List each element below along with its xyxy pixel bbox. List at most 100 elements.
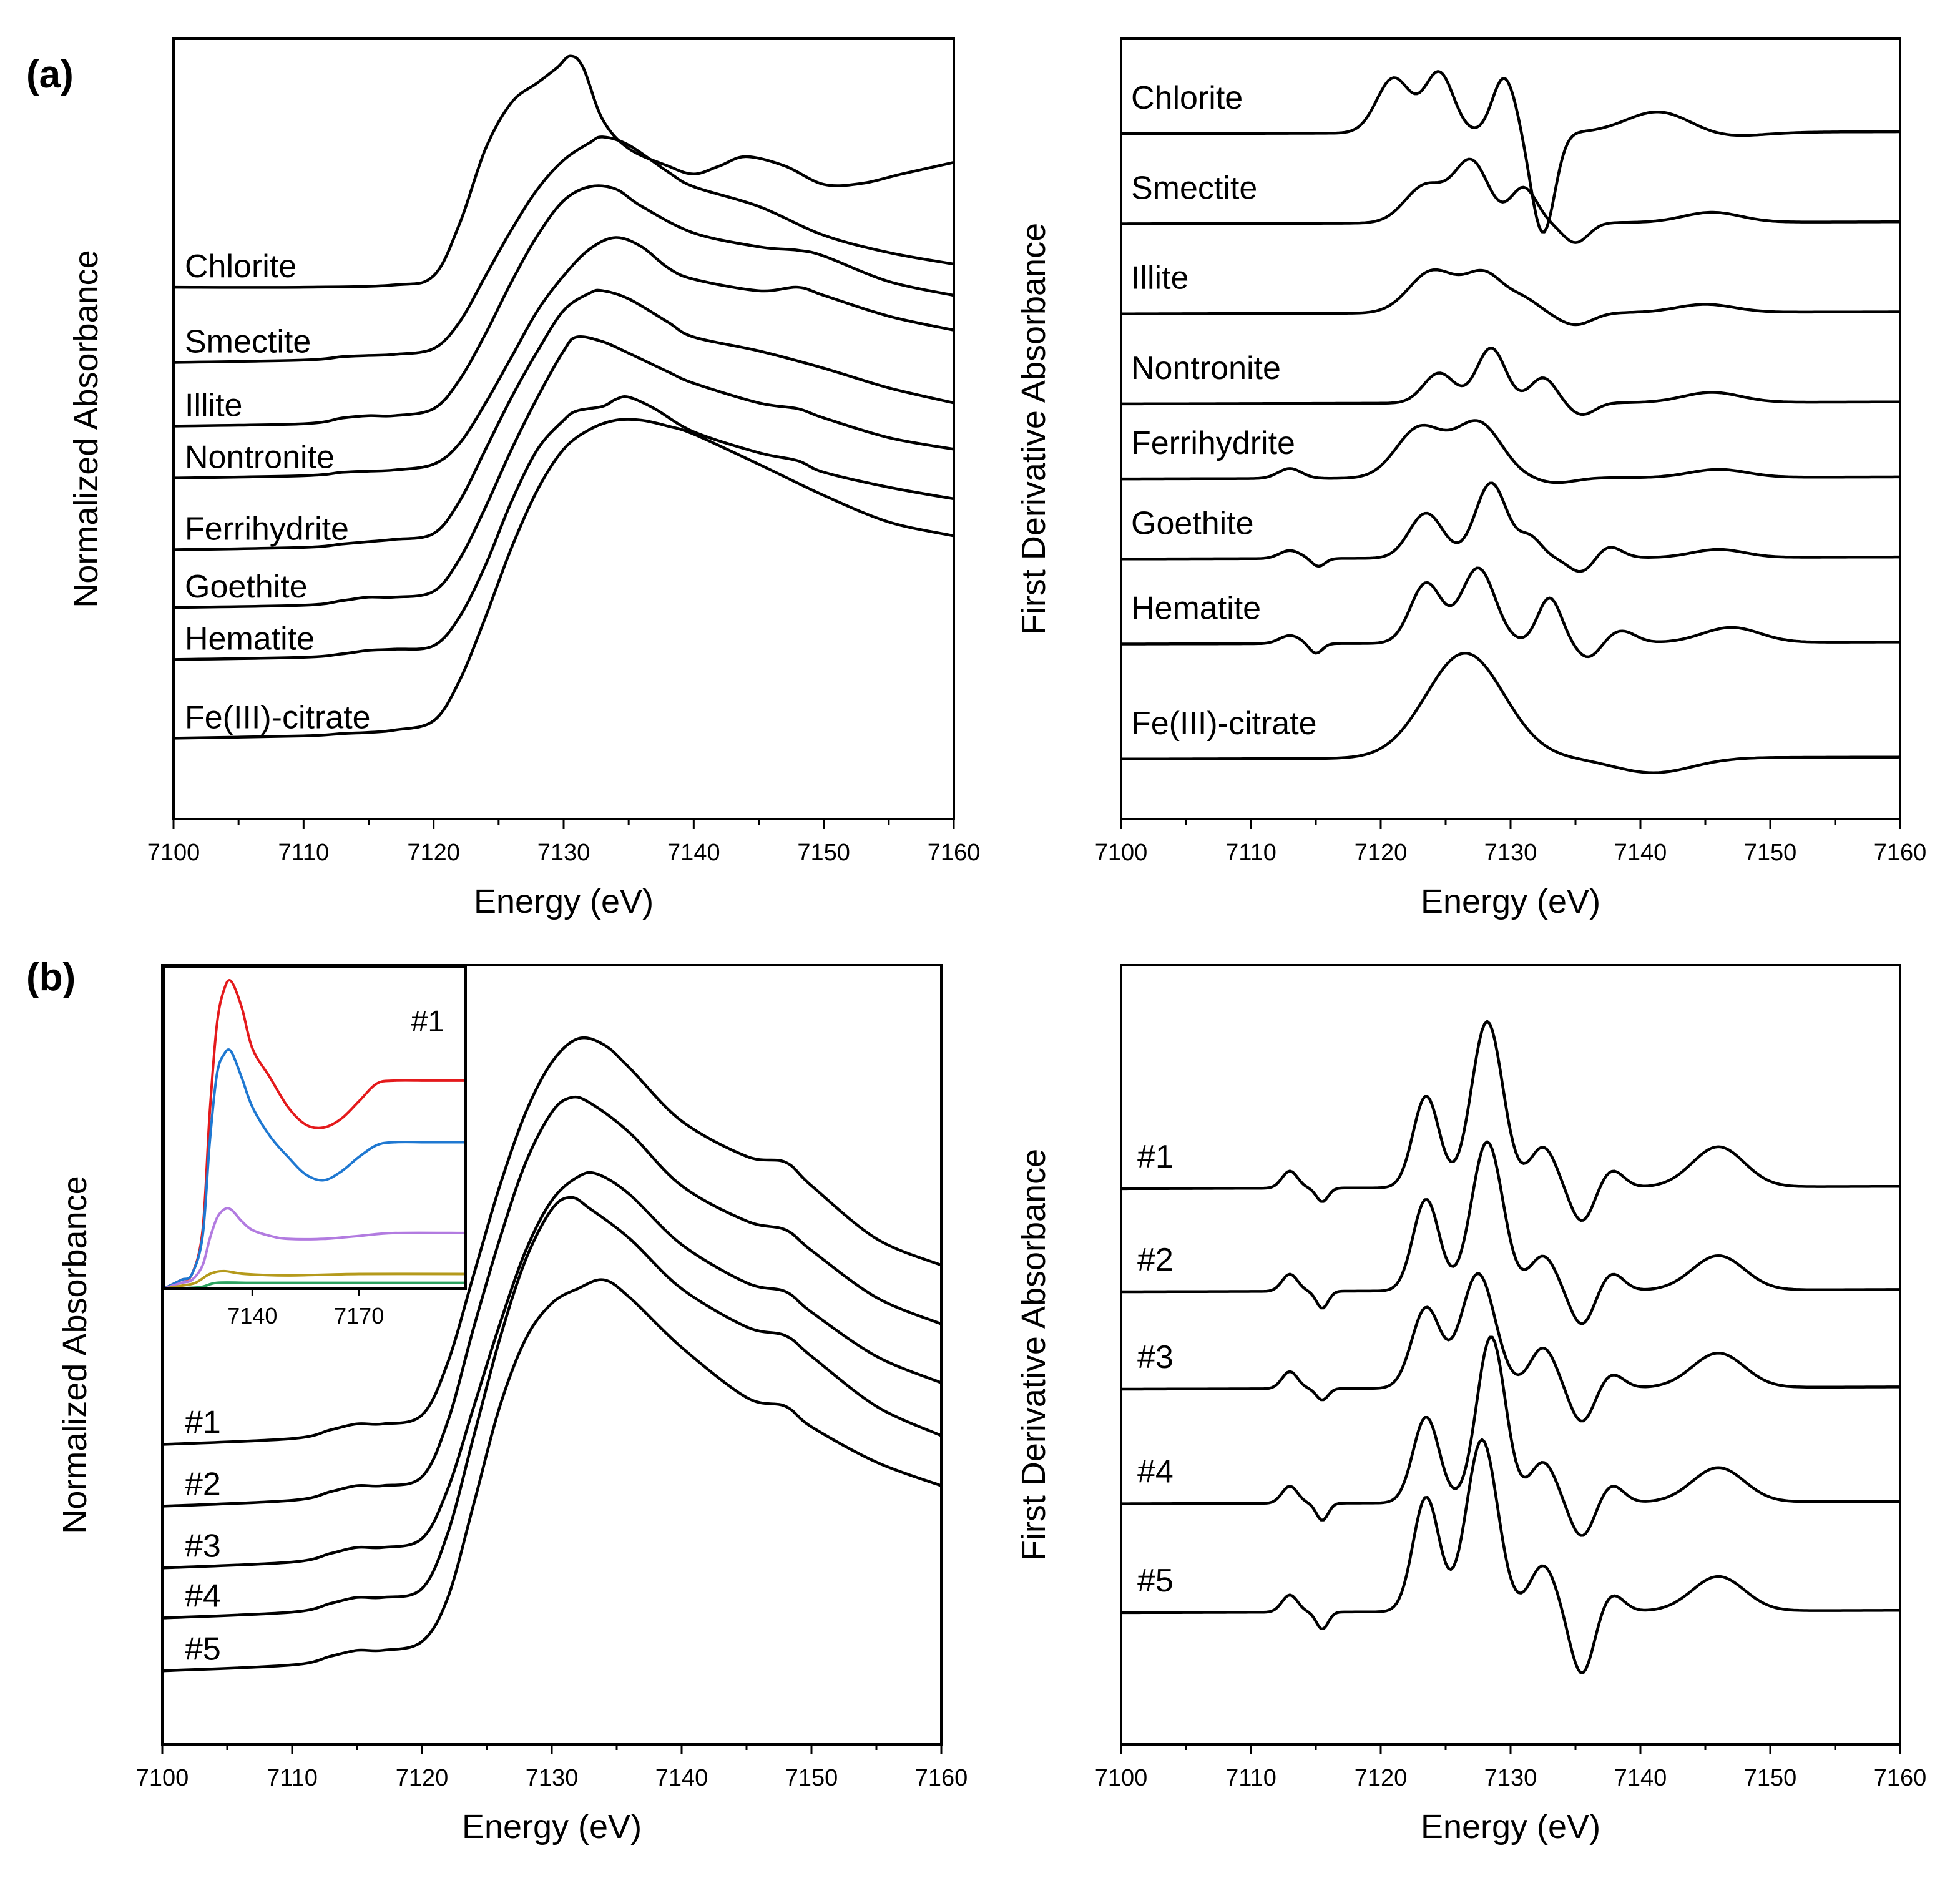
series-line-ferrihydrite	[175, 288, 953, 551]
x-tick-label: 7120	[1355, 840, 1408, 866]
inset-label: #1	[411, 1005, 444, 1038]
chart-a-derivative: 7100 7110 7120 7130 7140 7150 7160 Energy (eV) F…	[1015, 37, 1927, 920]
y-axis-label: First Derivative Absorbance	[1015, 1149, 1052, 1561]
x-tick-label: 7130	[526, 1765, 579, 1791]
chart-b-derivative: 7100 7110 7120 7130 7140 7150 7160 Energy (eV) F…	[1015, 964, 1927, 1846]
series-label: #4	[185, 1578, 221, 1614]
x-tick-label: 7130	[1484, 840, 1537, 866]
x-tick-label: 7130	[537, 840, 590, 866]
inset-tick-label: 7170	[334, 1303, 384, 1329]
series-label: Smectite	[1131, 170, 1257, 206]
x-axis-label: Energy (eV)	[462, 1808, 642, 1846]
x-tick-label: 7100	[1095, 840, 1148, 866]
series-label: Ferrihydrite	[185, 511, 349, 548]
series-line-smectite	[1122, 157, 1899, 244]
x-tick-label: 7150	[1744, 1765, 1797, 1791]
x-tick-label: 7110	[267, 1765, 318, 1791]
chart-a-xanes: 7100 7110 7120 7130 7140 7150 7160 Energy (eV) N…	[67, 37, 981, 920]
inset-chart: 7140 7170 #1	[162, 965, 467, 1329]
panel-b-tag: (b)	[26, 956, 76, 999]
x-tick-label: 7110	[278, 840, 329, 866]
x-tick-label: 7150	[797, 840, 850, 866]
series-line-goethite	[1122, 481, 1899, 573]
series-line--1	[164, 1036, 940, 1446]
x-tick-label: 7160	[1874, 1765, 1927, 1791]
y-axis-label: First Derivative Absorbance	[1015, 223, 1052, 635]
series-line--4	[1122, 1335, 1899, 1537]
series-label: Goethite	[1131, 505, 1254, 541]
x-tick-label: 7140	[1614, 1765, 1667, 1791]
series-label: #4	[1137, 1454, 1174, 1490]
x-tick-label: 7140	[655, 1765, 708, 1791]
series-line-ferrihydrite	[1122, 419, 1899, 484]
series-label: Nontronite	[185, 440, 335, 476]
series-label: Ferrihydrite	[1131, 425, 1295, 461]
series-line-fe-iii-citrate	[1122, 651, 1899, 774]
y-axis-label: Normalized Absorbance	[67, 250, 105, 607]
x-tick-label: 7140	[1614, 840, 1667, 866]
series-label: Hematite	[1131, 591, 1261, 627]
series-label: Fe(III)-citrate	[185, 699, 371, 735]
x-tick-label: 7150	[1744, 840, 1797, 866]
x-tick-label: 7160	[915, 1765, 968, 1791]
series-label: #1	[1137, 1139, 1174, 1175]
series-line-chlorite	[175, 54, 953, 289]
series-label: #3	[185, 1528, 221, 1564]
series-line--3	[1122, 1272, 1899, 1423]
inset-series-purple	[165, 1207, 464, 1287]
x-tick-label: 7110	[1225, 840, 1276, 866]
series-line-chlorite	[1122, 70, 1899, 234]
y-axis-label: Normalized Absorbance	[56, 1176, 94, 1533]
series-line--3	[164, 1171, 940, 1570]
series-label: Chlorite	[1131, 80, 1243, 116]
x-tick-label: 7100	[136, 1765, 189, 1791]
series-label: Hematite	[185, 621, 315, 657]
plot-frame	[1120, 964, 1901, 1746]
series-line-illite	[1122, 268, 1899, 327]
x-tick-label: 7120	[396, 1765, 449, 1791]
series-label: Chlorite	[185, 248, 296, 285]
series-label: Fe(III)-citrate	[1131, 706, 1317, 742]
x-tick-label: 7140	[667, 840, 720, 866]
series-line-fe-iii-citrate	[175, 418, 953, 740]
series-line--2	[164, 1095, 940, 1508]
series-line-hematite	[1122, 566, 1899, 659]
series-label: Nontronite	[1131, 350, 1281, 386]
x-axis-label: Energy (eV)	[1421, 883, 1600, 920]
series-label: Goethite	[185, 569, 308, 605]
series-line--5	[1122, 1438, 1899, 1674]
panel-a-tag: (a)	[26, 53, 74, 96]
series-label: #1	[185, 1405, 221, 1441]
series-label: #2	[185, 1467, 221, 1503]
series-line-hematite	[175, 395, 953, 661]
series-line-goethite	[175, 335, 953, 609]
series-label: #5	[185, 1631, 221, 1667]
series-line-nontronite	[175, 236, 953, 479]
series-line-smectite	[175, 135, 953, 364]
inset-series-green	[165, 1281, 464, 1287]
series-line-illite	[175, 184, 953, 428]
x-axis-label: Energy (eV)	[1421, 1808, 1600, 1846]
inset-series-blue	[165, 1048, 464, 1287]
series-line-nontronite	[1122, 347, 1899, 416]
x-tick-label: 7160	[928, 840, 981, 866]
x-tick-label: 7100	[1095, 1765, 1148, 1791]
chart-b-xanes: 7100 7110 7120 7130 7140 7150 7160 Energy (eV) N…	[56, 964, 968, 1846]
series-label: Illite	[1131, 260, 1188, 297]
x-tick-label: 7160	[1874, 840, 1927, 866]
series-label: #5	[1137, 1563, 1174, 1599]
series-label: Illite	[185, 387, 242, 423]
x-tick-label: 7120	[1355, 1765, 1408, 1791]
series-line--4	[164, 1196, 940, 1620]
series-label: #2	[1137, 1242, 1174, 1278]
series-label: Smectite	[185, 324, 311, 360]
x-tick-label: 7120	[407, 840, 460, 866]
series-line--5	[164, 1278, 940, 1673]
x-tick-label: 7150	[785, 1765, 838, 1791]
inset-series-olive	[165, 1269, 464, 1287]
series-label: #3	[1137, 1339, 1174, 1375]
x-tick-label: 7130	[1484, 1765, 1537, 1791]
series-line--1	[1122, 1020, 1899, 1222]
x-tick-label: 7100	[147, 840, 200, 866]
plots: 7100 7110 7120 7130 7140 7150 7160 Energy (eV) N…	[56, 37, 1927, 1846]
